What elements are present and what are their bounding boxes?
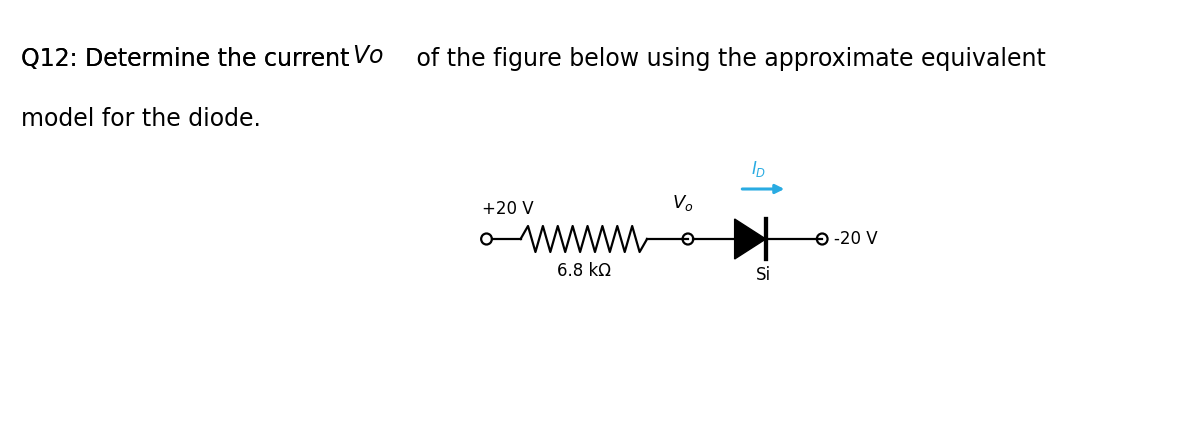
Text: model for the diode.: model for the diode. [22, 107, 262, 131]
Text: $\it{V_o}$: $\it{V_o}$ [672, 193, 694, 213]
Text: -20 V: -20 V [834, 230, 877, 248]
Text: Si: Si [756, 266, 772, 284]
Text: +20 V: +20 V [481, 200, 533, 218]
Polygon shape [734, 219, 766, 259]
Text: $\it{Vo}$: $\it{Vo}$ [353, 44, 384, 68]
Text: 6.8 kΩ: 6.8 kΩ [557, 262, 611, 280]
Text: $\it{I_D}$: $\it{I_D}$ [751, 159, 767, 179]
Text: Q12: Determine the current: Q12: Determine the current [22, 47, 358, 71]
Text: Q12: Determine the current: Q12: Determine the current [22, 47, 358, 71]
Text: of the figure below using the approximate equivalent: of the figure below using the approximat… [409, 47, 1045, 71]
